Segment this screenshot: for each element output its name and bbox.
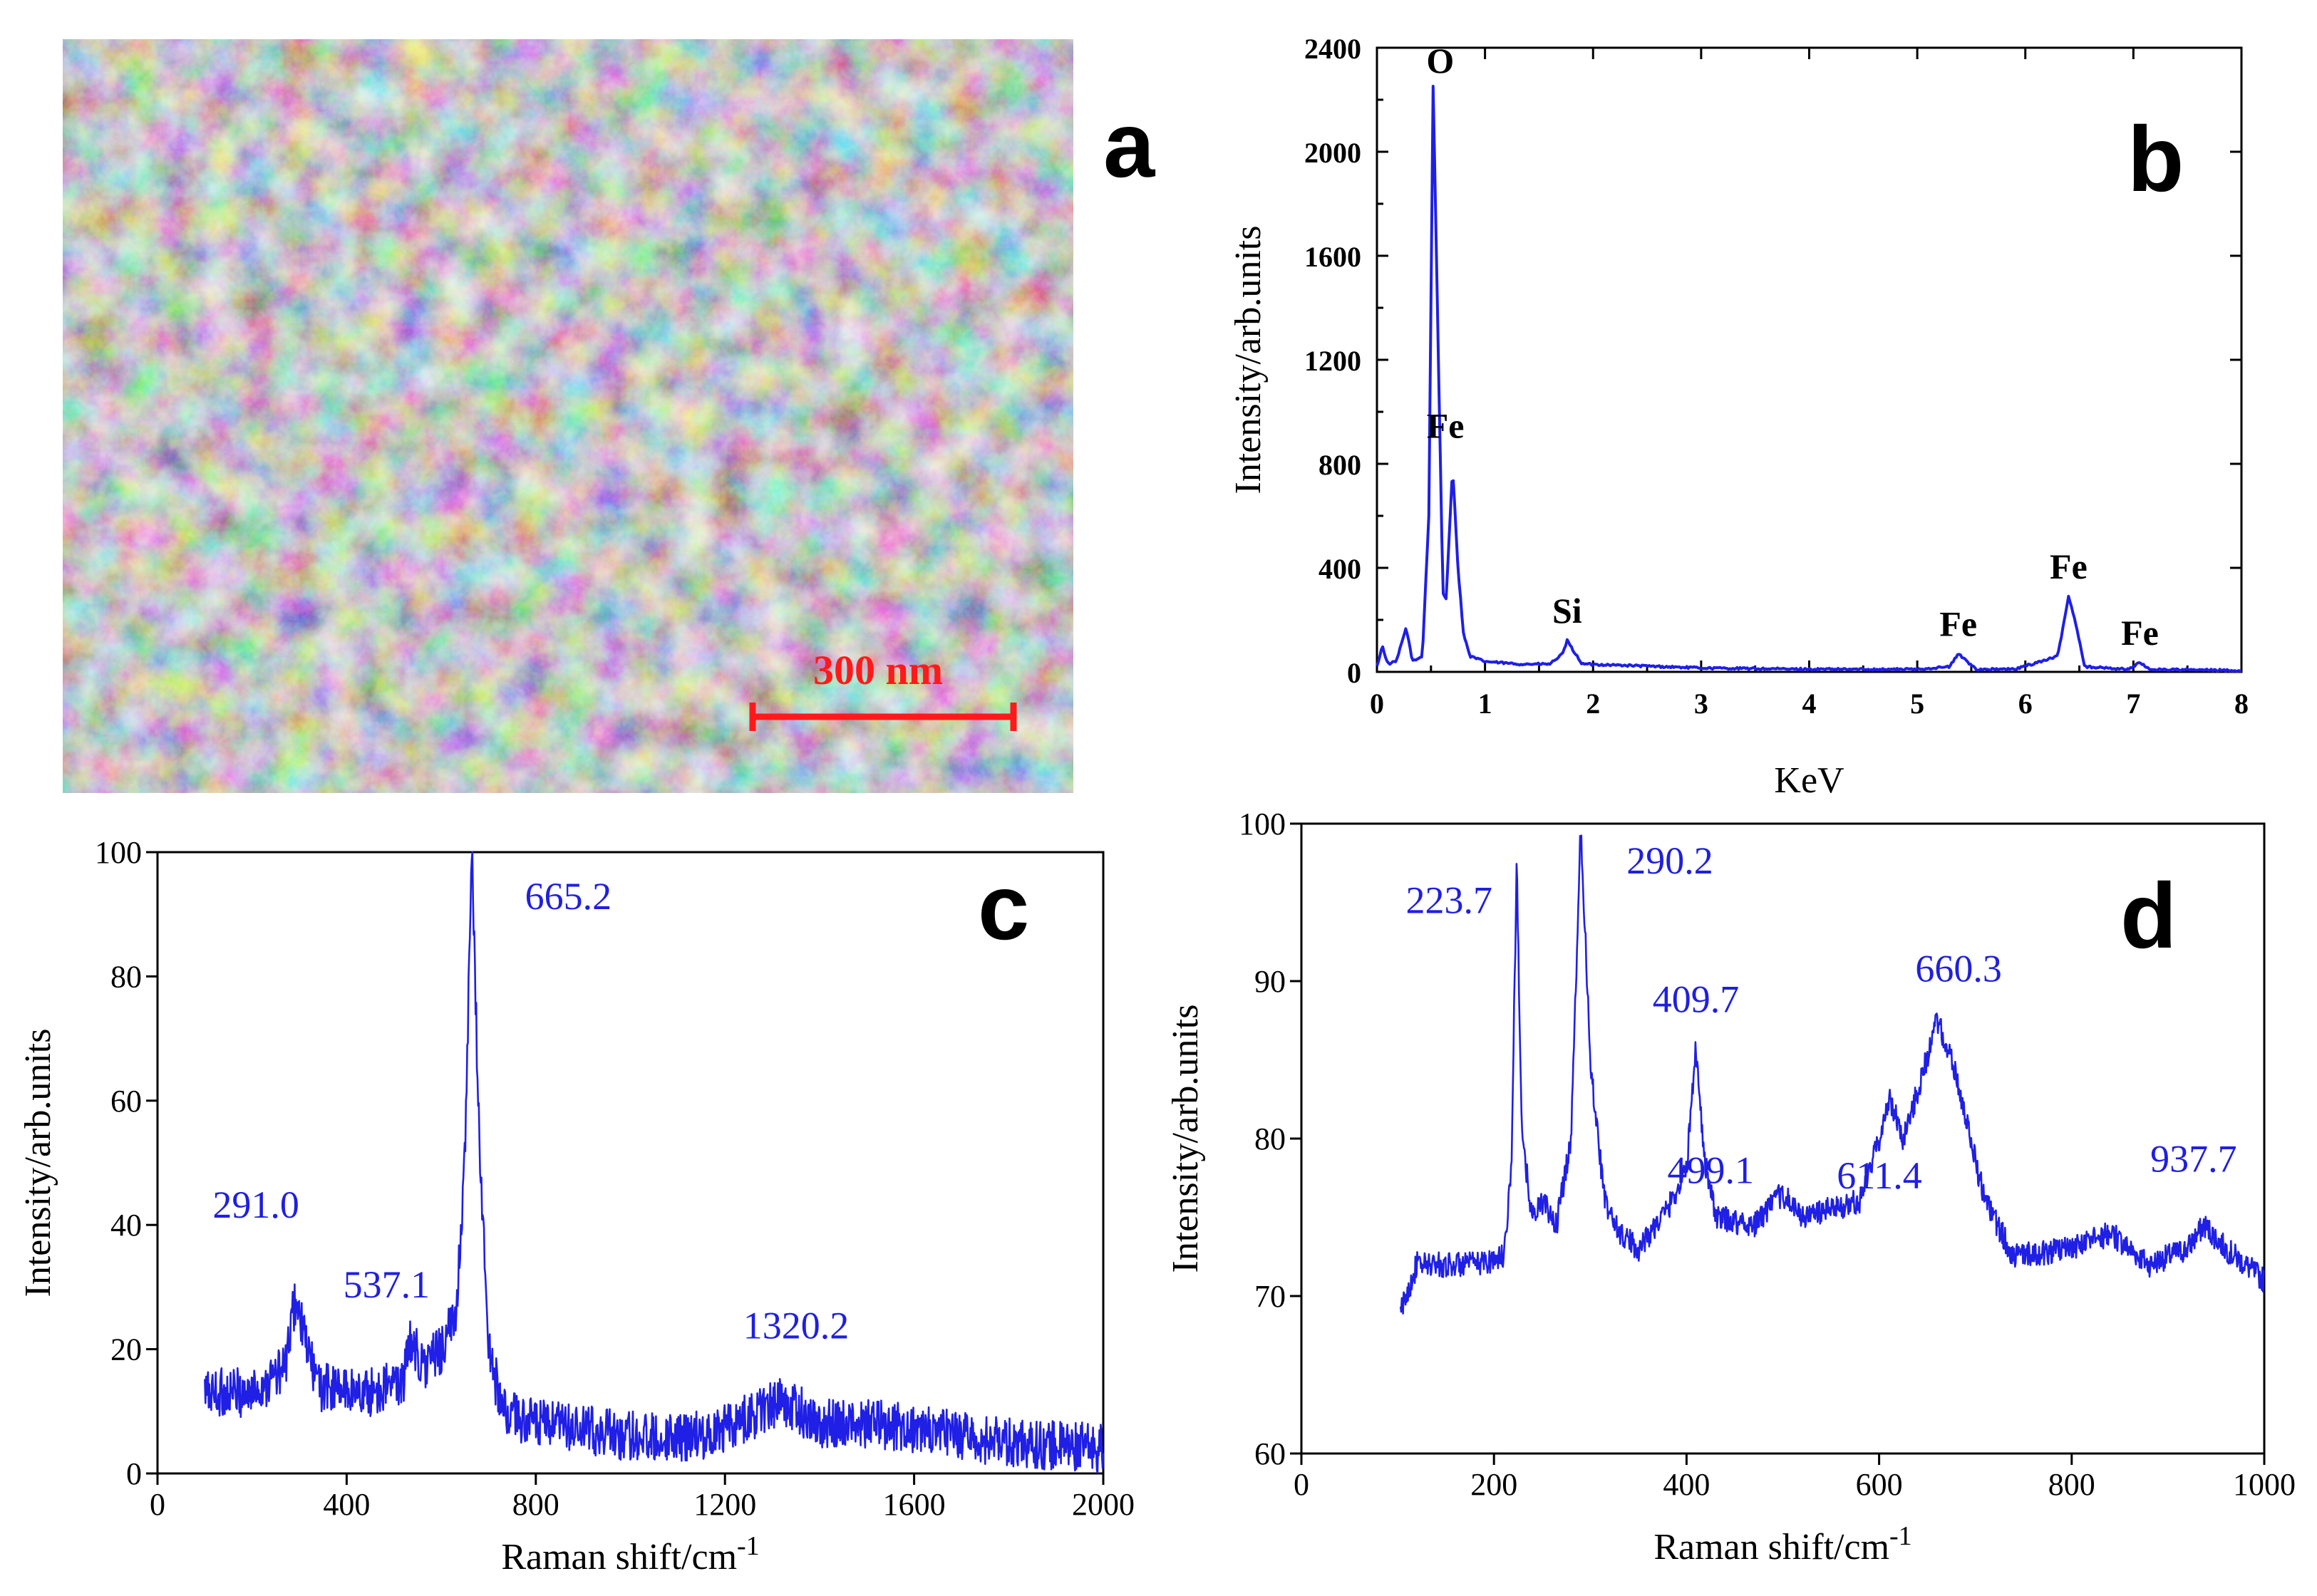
x-tick-label: 200 — [1470, 1467, 1517, 1502]
peak-label: 1320.2 — [743, 1304, 850, 1347]
x-tick-label: 0 — [1294, 1467, 1309, 1502]
peak-label: Fe — [1427, 406, 1465, 446]
panel-a: 300 nm a — [63, 39, 1156, 793]
y-tick-label: 0 — [1347, 657, 1361, 689]
y-axis-title: Intensity/arb.units — [1165, 1005, 1206, 1273]
x-tick-label: 4 — [1802, 688, 1817, 720]
plot-frame — [156, 851, 1105, 1475]
y-tick-label: 80 — [110, 959, 142, 994]
y-axis-title: Intensity/arb.units — [18, 1029, 58, 1297]
spectrum-line — [1376, 85, 2242, 673]
x-tick-label: 1000 — [2233, 1467, 2296, 1502]
x-tick-label: 8 — [2234, 688, 2249, 720]
y-tick-label: 80 — [1254, 1121, 1286, 1156]
peak-label: 537.1 — [344, 1263, 430, 1306]
y-tick-label: 100 — [1239, 807, 1286, 841]
spectrum-line — [1399, 834, 2265, 1315]
panel-letter-a: a — [1103, 93, 1156, 197]
y-tick-label: 60 — [1254, 1436, 1286, 1471]
spectrum-line — [204, 851, 1105, 1474]
panel-b: b 0 1 2 3 4 5 6 7 8 0 400 800 1200 1600 2000 2400 KeV Int… — [1228, 33, 2249, 801]
scale-bar: 300 nm — [749, 647, 1017, 731]
x-axis-title: Raman shift/cm-1 — [1653, 1521, 1911, 1568]
y-tick-label: 800 — [1319, 449, 1361, 481]
y-tick-label: 70 — [1254, 1279, 1286, 1314]
peak-label: 937.7 — [2150, 1138, 2237, 1181]
peak-label: Si — [1552, 591, 1582, 631]
y-tick-label: 90 — [1254, 964, 1286, 999]
peak-label: 611.4 — [1837, 1154, 1922, 1197]
x-tick-label: 1200 — [693, 1487, 756, 1522]
peak-label: Fe — [1939, 603, 1977, 643]
panel-c: c 0 400 800 1200 1600 2000 0 20 40 60 80 100 Raman s… — [18, 835, 1135, 1577]
y-tick-label: 400 — [1319, 553, 1361, 585]
y-tick-label: 1200 — [1304, 345, 1361, 377]
peak-label: Fe — [2121, 613, 2159, 653]
peak-label: 291.0 — [212, 1183, 299, 1226]
x-tick-label: 0 — [150, 1487, 165, 1522]
peak-label: 290.2 — [1626, 839, 1713, 882]
x-tick-label: 0 — [1370, 688, 1384, 720]
y-tick-label: 40 — [110, 1208, 142, 1243]
x-tick-label: 3 — [1694, 688, 1708, 720]
x-tick-label: 400 — [1663, 1467, 1710, 1502]
panel-d: d 0 200 400 600 800 1000 60 70 80 90 100 Raman shif… — [1165, 807, 2296, 1568]
peak-label: O — [1426, 41, 1454, 81]
y-tick-label: 2400 — [1304, 33, 1361, 65]
x-axis-title: Raman shift/cm-1 — [501, 1531, 759, 1577]
x-tick-label: 800 — [512, 1487, 559, 1522]
panel-letter-b: b — [2127, 107, 2184, 211]
x-tick-label: 1600 — [883, 1487, 946, 1522]
plot-frame — [1376, 46, 2243, 673]
y-tick-label: 0 — [126, 1456, 142, 1491]
panel-letter-c: c — [978, 855, 1029, 959]
scale-bar-label: 300 nm — [813, 647, 943, 693]
peak-label: 409.7 — [1653, 978, 1740, 1020]
x-tick-label: 1 — [1478, 688, 1492, 720]
x-tick-label: 7 — [2126, 688, 2140, 720]
y-tick-label: 2000 — [1304, 137, 1361, 169]
y-tick-label: 100 — [95, 835, 142, 870]
x-tick-label: 800 — [2048, 1467, 2095, 1502]
x-tick-label: 2000 — [1072, 1487, 1135, 1522]
x-tick-label: 600 — [1856, 1467, 1903, 1502]
x-tick-label: 6 — [2018, 688, 2033, 720]
peak-label: 665.2 — [525, 875, 612, 918]
x-tick-label: 400 — [323, 1487, 370, 1522]
sem-micrograph — [63, 39, 1073, 793]
x-tick-label: 2 — [1586, 688, 1600, 720]
y-tick-label: 20 — [110, 1332, 142, 1367]
y-axis-title: Intensity/arb.units — [1228, 226, 1269, 494]
peak-label: 660.3 — [1915, 947, 2002, 990]
panel-letter-d: d — [2120, 864, 2177, 968]
y-tick-label: 1600 — [1304, 241, 1361, 273]
peak-label: Fe — [2050, 546, 2088, 586]
peak-label: 223.7 — [1405, 879, 1492, 921]
y-tick-label: 60 — [110, 1084, 142, 1119]
x-axis-title: KeV — [1774, 760, 1844, 801]
x-tick-label: 5 — [1910, 688, 1924, 720]
peak-label: 499.1 — [1668, 1149, 1755, 1191]
